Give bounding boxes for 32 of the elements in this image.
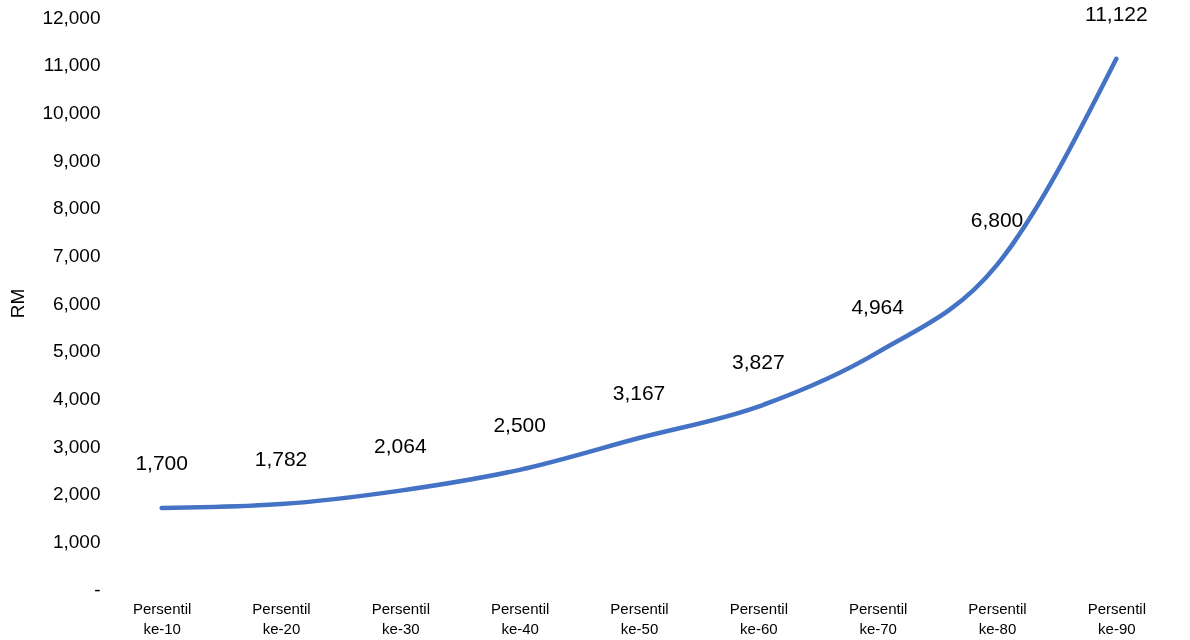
y-tick-label: 2,000 (52, 483, 101, 505)
x-tick-label: Persentil ke-80 (968, 599, 1027, 637)
data-label: 2,064 (374, 433, 427, 457)
x-tick-label: Persentil ke-90 (1087, 599, 1147, 637)
data-label: 3,827 (732, 349, 785, 373)
y-tick-label: 4,000 (52, 387, 101, 409)
data-label: 2,500 (493, 412, 546, 436)
x-tick-label: Persentil ke-40 (490, 599, 550, 637)
y-tick-label: 10,000 (42, 101, 101, 123)
y-tick-label: 9,000 (52, 149, 101, 171)
x-tick-label: Persentil ke-60 (729, 599, 789, 637)
data-label: 3,167 (612, 381, 666, 405)
y-tick-label: 6,000 (52, 292, 101, 314)
y-tick-label: - (94, 578, 101, 600)
data-label: 1,782 (254, 447, 308, 471)
y-tick-label: 8,000 (52, 197, 101, 219)
data-label: 11,122 (1085, 1, 1148, 25)
y-tick-label: 3,000 (52, 435, 101, 457)
y-tick-label: 5,000 (52, 340, 101, 362)
x-tick-label: Persentil ke-30 (371, 599, 431, 637)
x-tick-label: Persentil ke-10 (132, 599, 192, 637)
x-tick-label: Persentil ke-70 (848, 599, 908, 637)
y-tick-label: 1,000 (52, 530, 101, 552)
data-label: 4,964 (851, 295, 905, 319)
y-tick-label: 12,000 (42, 6, 101, 28)
data-label: 1,700 (135, 450, 188, 474)
y-tick-label: 7,000 (52, 244, 101, 266)
x-tick-label: Persentil ke-20 (252, 599, 311, 637)
x-tick-label: Persentil ke-50 (610, 599, 669, 637)
y-tick-label: 11,000 (43, 54, 101, 76)
data-label: 6,800 (970, 207, 1024, 231)
y-axis-title: RM (7, 288, 29, 319)
